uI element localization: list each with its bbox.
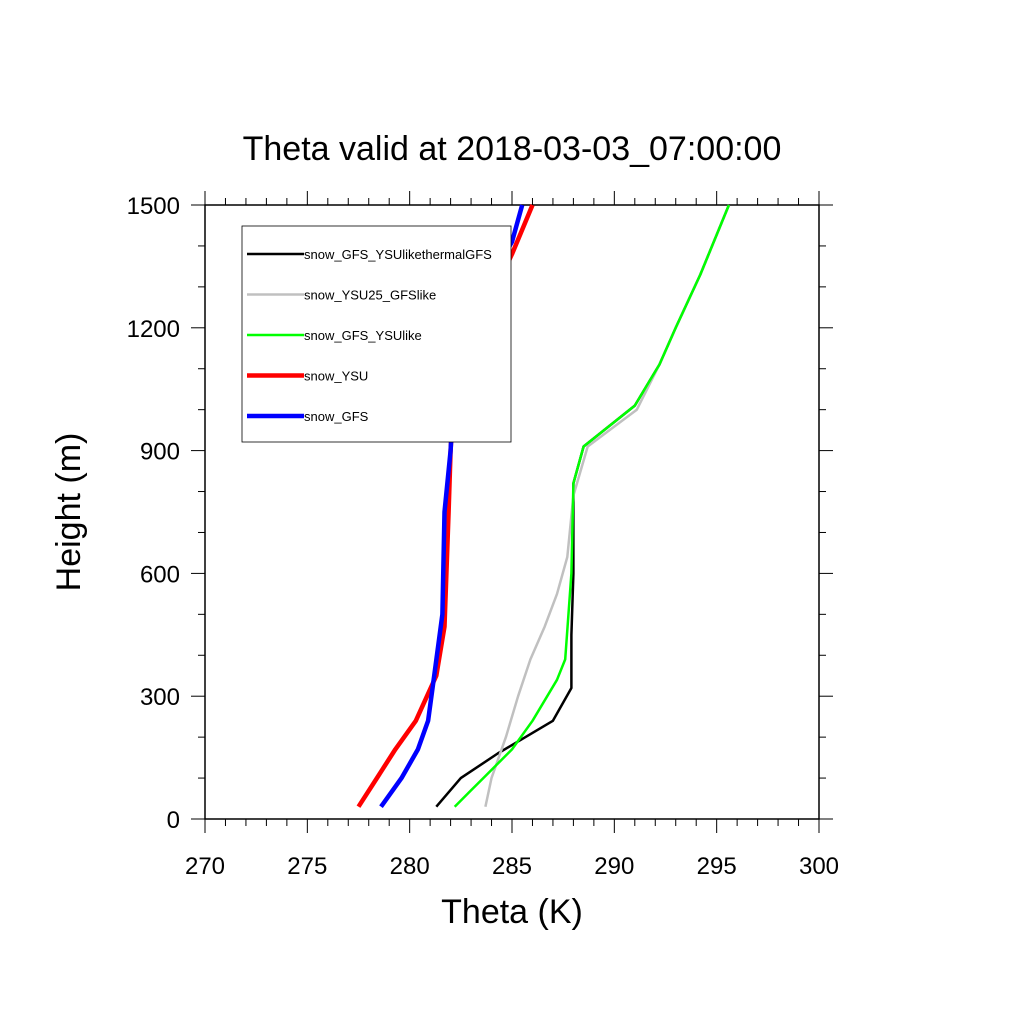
x-tick-label: 270 [185, 853, 225, 880]
y-tick-label: 1500 [127, 193, 180, 220]
series-line [453, 204, 731, 808]
x-tick-label: 275 [287, 853, 327, 880]
chart-title: Theta valid at 2018-03-03_07:00:00 [243, 130, 782, 168]
legend-label: snow_GFS_YSUlikethermalGFS [304, 247, 492, 262]
y-axis-title: Height (m) [50, 433, 88, 592]
axis-ticks [191, 191, 833, 833]
series-line [484, 204, 731, 807]
x-tick-label: 290 [594, 853, 634, 880]
y-tick-label: 600 [140, 561, 180, 588]
y-tick-label: 1200 [127, 316, 180, 343]
x-tick-label: 300 [799, 853, 839, 880]
legend: snow_GFS_YSUlikethermalGFS snow_YSU25_GFS… [241, 225, 512, 443]
x-tick-label: 285 [492, 853, 532, 880]
x-axis-title: Theta (K) [441, 893, 583, 931]
legend-label: snow_GFS_YSUlike [304, 328, 422, 343]
x-tick-label: 295 [697, 853, 737, 880]
legend-label: snow_YSU25_GFSlike [304, 288, 436, 303]
y-tick-label: 900 [140, 439, 180, 466]
legend-label: snow_GFS [304, 409, 369, 424]
legend-label: snow_YSU [304, 369, 368, 384]
x-tick-labels: 270 275 280 285 290 295 300 [185, 853, 839, 880]
y-tick-labels: 0 300 600 900 1200 1500 [127, 193, 180, 834]
y-tick-label: 0 [167, 807, 180, 834]
x-tick-label: 280 [390, 853, 430, 880]
y-tick-label: 300 [140, 684, 180, 711]
